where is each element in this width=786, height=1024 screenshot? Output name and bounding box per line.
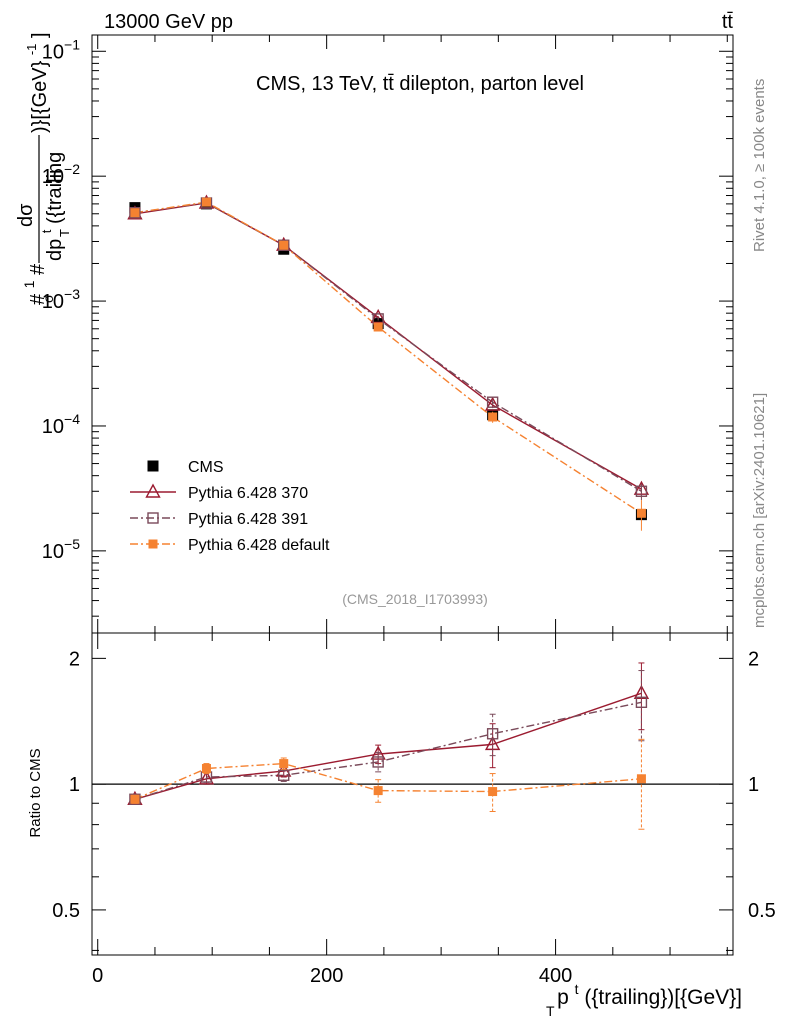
ratio-xtick-label: 400 bbox=[539, 965, 572, 987]
header-energy: 13000 GeV pp bbox=[104, 11, 233, 33]
data-point bbox=[129, 207, 141, 219]
data-point bbox=[278, 769, 290, 781]
data-point bbox=[148, 539, 158, 549]
main-ytick-label: 10−1 bbox=[42, 36, 80, 63]
svg-text:# 1 #: # 1 # bbox=[17, 263, 49, 305]
data-point bbox=[488, 412, 498, 422]
data-point bbox=[201, 197, 211, 207]
legend-label-2: Pythia 6.428 391 bbox=[188, 511, 308, 528]
ylabel-dp-sup: t bbox=[39, 229, 54, 233]
data-point bbox=[130, 794, 140, 804]
ratio-xtick-label: 200 bbox=[310, 965, 343, 987]
ratio-line-0 bbox=[134, 692, 642, 800]
main-ytick-label: 10−4 bbox=[42, 411, 80, 438]
data-point bbox=[370, 308, 386, 324]
main-title: CMS, 13 TeV, tt̄ dilepton, parton level bbox=[256, 73, 584, 95]
legend-label-3: Pythia 6.428 default bbox=[188, 537, 330, 554]
rivet-version-label: Rivet 4.1.0, ≥ 100k events bbox=[751, 79, 768, 252]
data-point bbox=[636, 774, 646, 784]
series-line-2 bbox=[134, 202, 642, 492]
legend-label-0: CMS bbox=[188, 459, 224, 476]
ylabel-suffix: )}[{GeV} bbox=[29, 60, 51, 133]
ylabel-one: 1 bbox=[21, 280, 37, 288]
ratio-ytick-label-right: 1 bbox=[748, 774, 759, 796]
legend-label-1: Pythia 6.428 370 bbox=[188, 485, 308, 502]
series-line-3 bbox=[134, 201, 642, 514]
data-point bbox=[635, 696, 648, 708]
data-point bbox=[372, 756, 384, 768]
ylabel-prefix: # bbox=[27, 293, 49, 305]
xlabel-sup: t bbox=[575, 981, 579, 997]
data-point bbox=[129, 793, 141, 805]
data-point bbox=[130, 208, 140, 218]
data-point bbox=[201, 764, 211, 774]
main-ytick-label: 10−3 bbox=[42, 286, 80, 313]
ylabel-dsigma: dσ bbox=[15, 203, 37, 227]
ylabel-close: ] bbox=[29, 32, 51, 38]
svg-text:dp t ({trailing: dp t ({trailing bbox=[34, 152, 66, 261]
data-point bbox=[147, 512, 159, 524]
xlabel-sub: T bbox=[546, 1003, 555, 1019]
data-point bbox=[484, 396, 501, 411]
ratio-line-1 bbox=[134, 701, 642, 800]
data-point bbox=[488, 787, 498, 797]
ratio-line-2 bbox=[134, 762, 642, 800]
ratio-ytick-label-left: 0.5 bbox=[52, 900, 80, 922]
data-point bbox=[373, 322, 383, 332]
data-point bbox=[147, 460, 159, 472]
ratio-y-axis-label: Ratio to CMS bbox=[27, 748, 44, 837]
data-point bbox=[635, 485, 648, 497]
x-axis-label: p t ({trailing})[{GeV}] bbox=[557, 976, 742, 1009]
data-point bbox=[486, 728, 499, 740]
main-series-layer bbox=[127, 194, 650, 531]
main-axis-ticks: 10−5 10−4 10−3 10−2 10−1 bbox=[42, 35, 733, 633]
data-point bbox=[279, 759, 289, 769]
data-point bbox=[278, 239, 290, 251]
data-point bbox=[373, 786, 383, 796]
data-point bbox=[636, 508, 646, 518]
ratio-ytick-label-right: 2 bbox=[748, 648, 759, 670]
ylabel-dp: dp bbox=[44, 239, 66, 261]
xlabel-rest: ({trailing})[{GeV}] bbox=[584, 986, 742, 1009]
ratio-xtick-label: 0 bbox=[92, 965, 103, 987]
series-line-1 bbox=[134, 202, 642, 490]
ratio-ytick-label-left: 2 bbox=[69, 648, 80, 670]
data-point bbox=[486, 396, 499, 408]
data-point bbox=[198, 770, 215, 785]
main-y-axis-label: # 1 # σ dσ dp t ({trailing T )}[{GeV} -1… bbox=[15, 32, 72, 305]
ratio-axis-ticks: 0.5 0.5 1 1 2 2 0 200 400 bbox=[52, 633, 776, 987]
mcplots-label: mcplots.cern.ch [arXiv:2401.10621] bbox=[751, 393, 768, 628]
svg-text:)}[{GeV} -1 ]: )}[{GeV} -1 ] bbox=[19, 32, 51, 133]
xlabel-p: p bbox=[557, 986, 569, 1009]
legend: CMS Pythia 6.428 370 Pythia 6.428 391 Pythi… bbox=[130, 459, 330, 554]
ratio-ytick-label-right: 0.5 bbox=[748, 900, 776, 922]
ratio-ytick-label-left: 1 bbox=[69, 774, 80, 796]
header-process: tt̄ bbox=[722, 11, 734, 33]
data-point bbox=[279, 240, 289, 250]
ylabel-exp: -1 bbox=[24, 44, 39, 56]
ratio-series-layer bbox=[127, 662, 650, 830]
analysis-id-label: (CMS_2018_I1703993) bbox=[342, 591, 488, 607]
ylabel-sigma: σ bbox=[40, 294, 56, 303]
ylabel-hash: # bbox=[27, 263, 49, 275]
main-ytick-label: 10−5 bbox=[42, 536, 80, 563]
ylabel-paren: ({trailing bbox=[44, 152, 66, 224]
ratio-panel-frame bbox=[91, 632, 734, 956]
data-point bbox=[145, 483, 161, 498]
main-ytick-label: 10−2 bbox=[42, 161, 80, 188]
ylabel-dp-sub: T bbox=[57, 229, 72, 237]
